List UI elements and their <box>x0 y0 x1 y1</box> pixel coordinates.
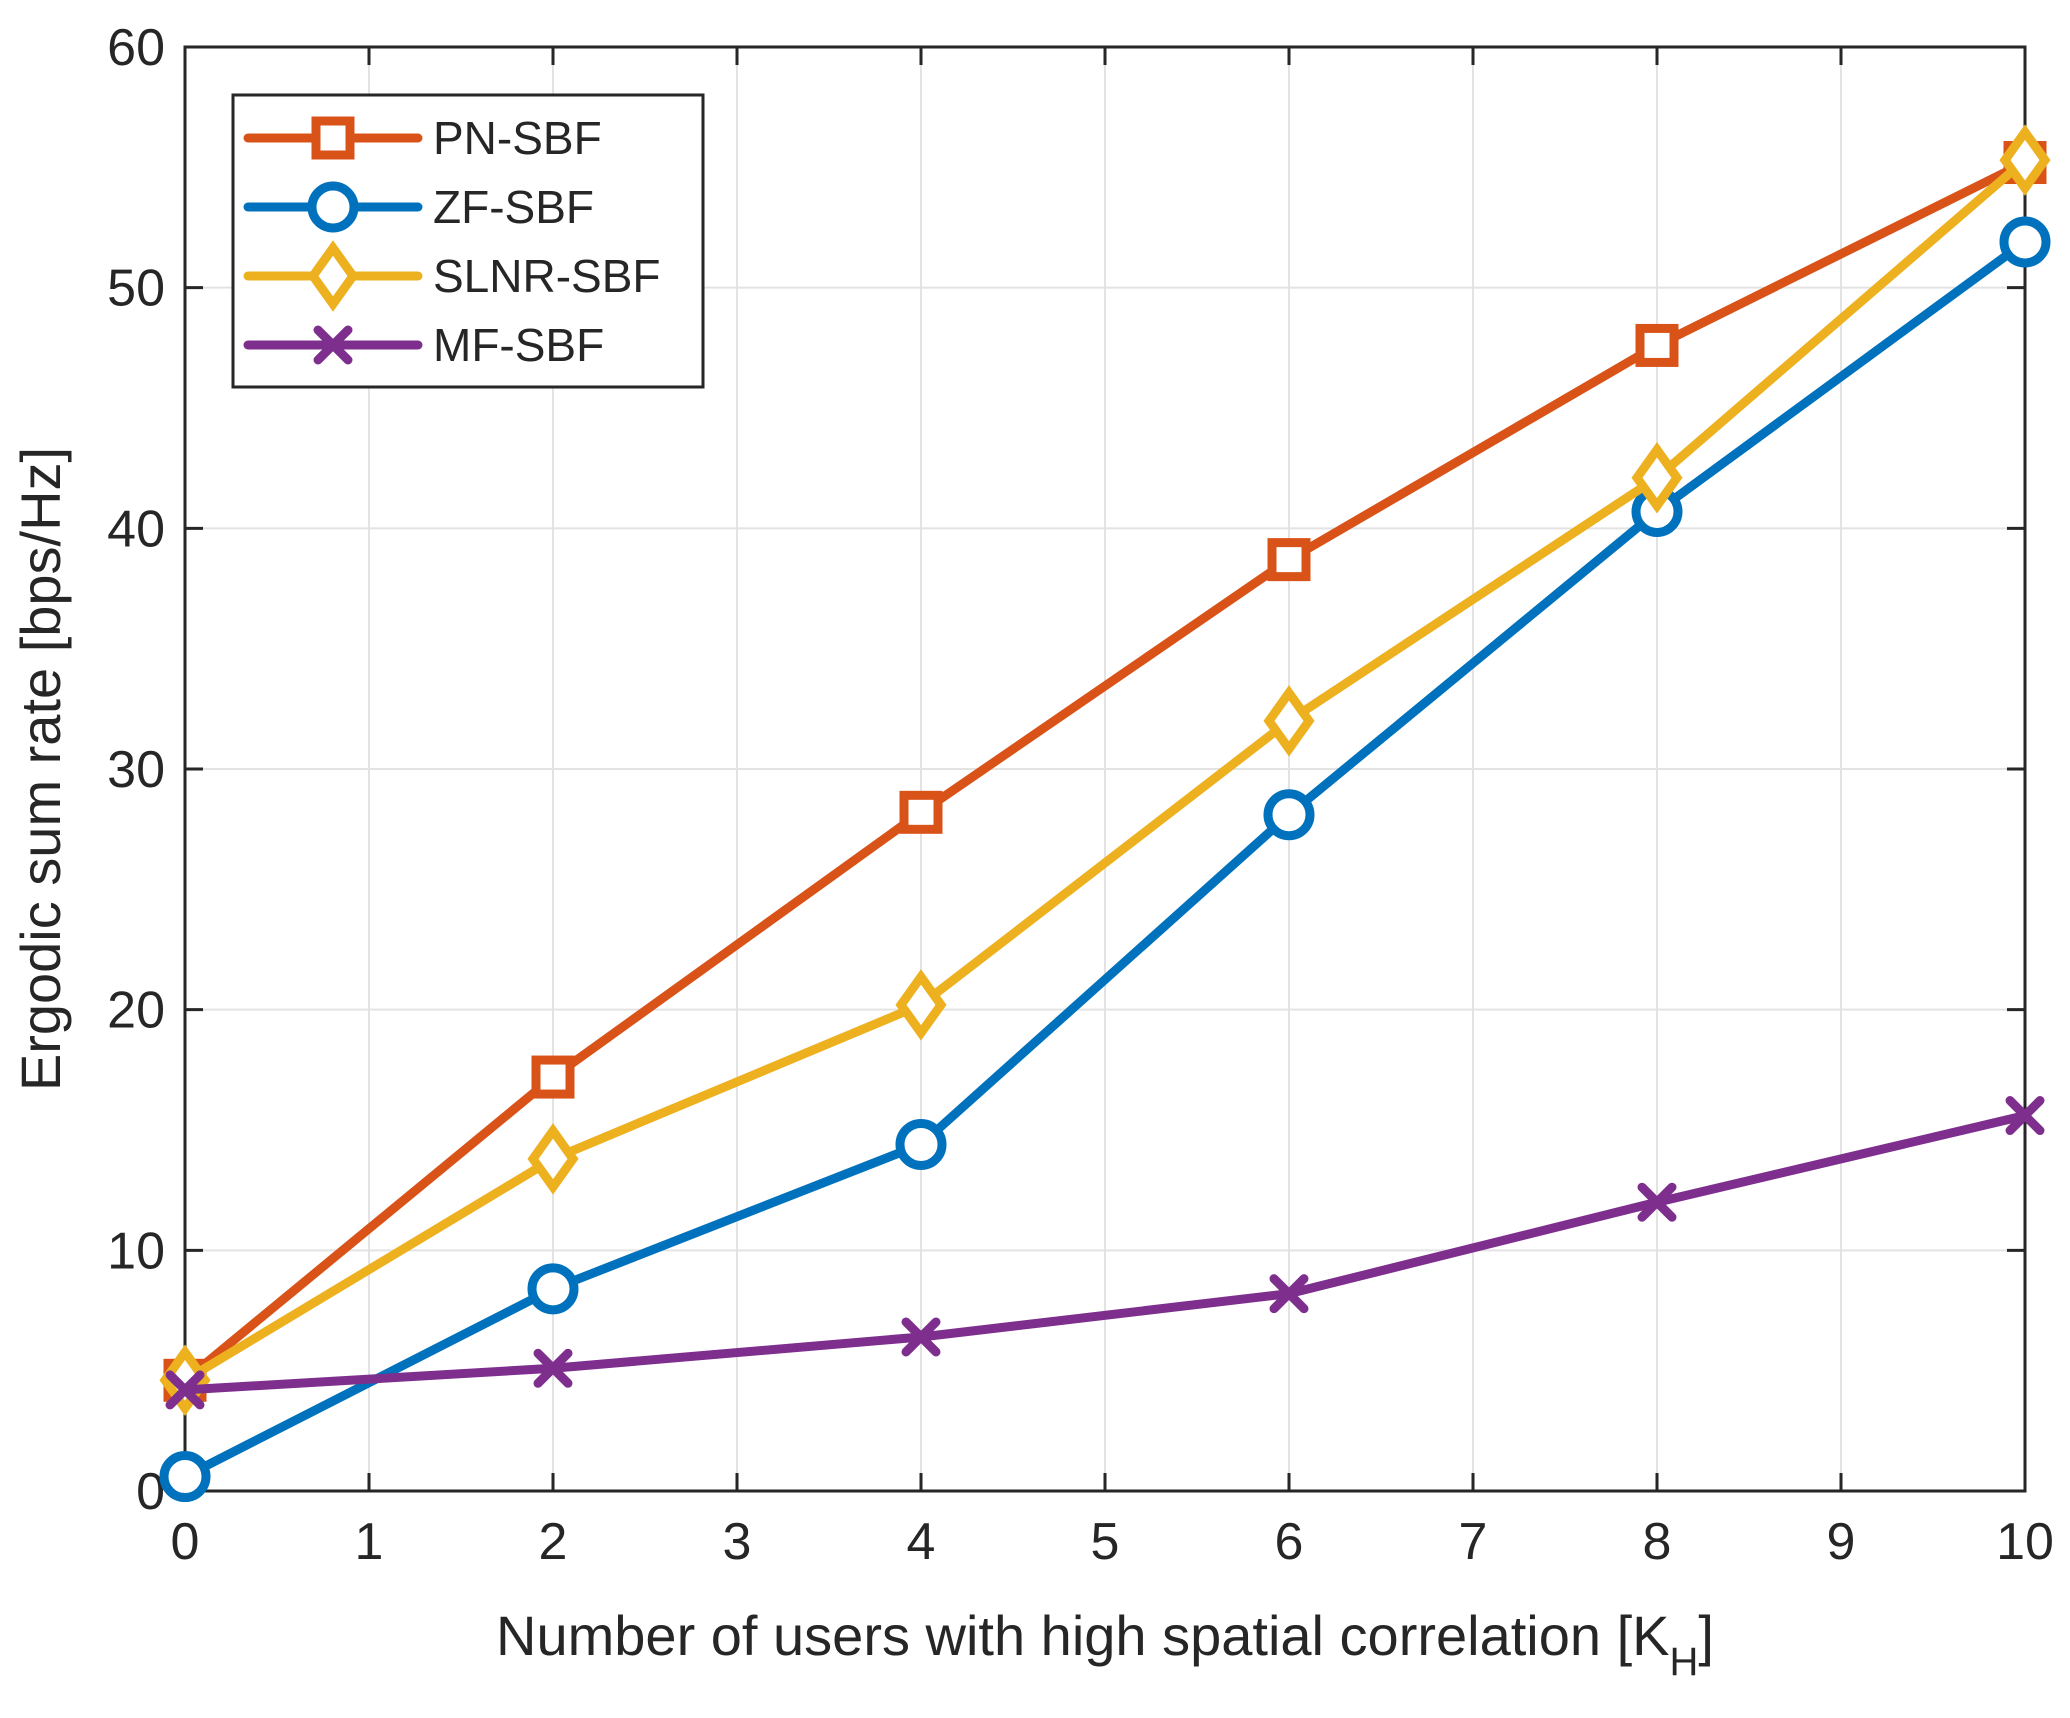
data-point-zf-sbf <box>527 1263 579 1315</box>
x-tick-label: 2 <box>539 1513 568 1571</box>
x-tick-label: 7 <box>1459 1513 1488 1571</box>
legend-swatch-marker <box>313 325 353 365</box>
data-point-mf-sbf <box>2005 1096 2045 1136</box>
x-axis-title-suffix: ] <box>1698 1604 1714 1667</box>
series-mf-sbf <box>165 1096 2045 1410</box>
series-line-slnr-sbf <box>180 155 2030 1385</box>
series-line-pn-sbf <box>180 158 2030 1385</box>
legend-label: SLNR-SBF <box>433 250 660 302</box>
legend: PN-SBF ZF-SBF SLNR-SBF MF-SBF <box>231 93 705 389</box>
legend-item-zf-sbf: ZF-SBF <box>243 181 594 233</box>
series-group <box>159 124 2051 1503</box>
data-point-pn-sbf <box>1267 538 1311 582</box>
data-point-mf-sbf <box>533 1348 573 1388</box>
data-point-pn-sbf <box>1635 323 1679 367</box>
y-tick-label: 60 <box>107 19 165 77</box>
legend-swatch-marker <box>311 116 355 160</box>
x-tick-label: 0 <box>171 1513 200 1571</box>
data-point-slnr-sbf <box>895 969 947 1041</box>
legend-item-pn-sbf: PN-SBF <box>243 112 602 164</box>
x-axis-title-main: Number of users with high spatial correl… <box>496 1604 1669 1667</box>
data-point-mf-sbf <box>901 1317 941 1357</box>
x-tick-label: 6 <box>1275 1513 1304 1571</box>
data-point-slnr-sbf <box>527 1123 579 1195</box>
y-tick-label: 10 <box>107 1222 165 1280</box>
y-tick-label: 20 <box>107 982 165 1040</box>
y-tick-label: 30 <box>107 741 165 799</box>
legend-label: ZF-SBF <box>433 181 594 233</box>
y-tick-label: 40 <box>107 500 165 558</box>
x-axis-title-subscript: H <box>1669 1640 1698 1684</box>
legend-swatch-marker <box>307 181 359 233</box>
data-point-mf-sbf <box>165 1370 205 1410</box>
data-point-zf-sbf <box>895 1118 947 1170</box>
data-point-slnr-sbf <box>1631 442 1683 514</box>
y-axis-title: Ergodic sum rate [bps/Hz] <box>9 447 72 1091</box>
series-line-zf-sbf <box>180 237 2030 1482</box>
data-point-zf-sbf <box>1999 216 2051 268</box>
legend-label: PN-SBF <box>433 112 602 164</box>
series-slnr-sbf <box>159 124 2051 1417</box>
legend-label: MF-SBF <box>433 319 604 371</box>
legend-box <box>231 93 705 389</box>
x-tick-label: 8 <box>1643 1513 1672 1571</box>
data-point-slnr-sbf <box>1999 124 2051 196</box>
legend-item-slnr-sbf: SLNR-SBF <box>243 240 660 312</box>
data-point-pn-sbf <box>531 1055 575 1099</box>
data-point-mf-sbf <box>1637 1182 1677 1222</box>
data-point-zf-sbf <box>1263 789 1315 841</box>
x-axis-title: Number of users with high spatial correl… <box>496 1604 1714 1684</box>
legend-item-mf-sbf: MF-SBF <box>243 319 604 371</box>
x-tick-label: 9 <box>1827 1513 1856 1571</box>
x-tick-label: 10 <box>1996 1513 2054 1571</box>
x-tick-label: 3 <box>723 1513 752 1571</box>
data-point-mf-sbf <box>1269 1274 1309 1314</box>
grid <box>185 47 2025 1491</box>
y-tick-label: 50 <box>107 260 165 318</box>
x-tick-label: 4 <box>907 1513 936 1571</box>
data-point-slnr-sbf <box>1263 685 1315 757</box>
x-tick-label: 5 <box>1091 1513 1120 1571</box>
data-point-pn-sbf <box>899 790 943 834</box>
data-point-zf-sbf <box>159 1451 211 1503</box>
x-tick-label: 1 <box>355 1513 384 1571</box>
legend-swatch-marker <box>307 240 359 312</box>
series-line-mf-sbf <box>180 1111 2030 1395</box>
